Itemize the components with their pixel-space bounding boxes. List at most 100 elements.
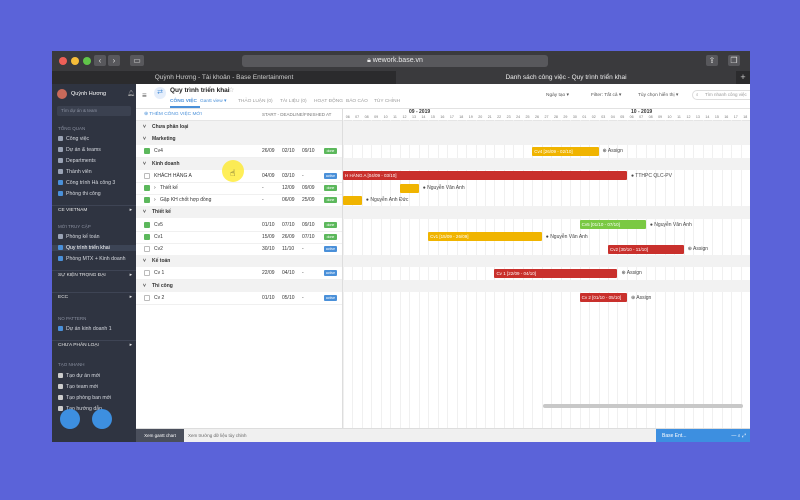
star-icon[interactable]: ☆ [228, 87, 235, 94]
task-name[interactable]: Cv2 [154, 246, 163, 252]
quick-new-team[interactable]: Tạo team mới [58, 384, 98, 390]
gantt-bar[interactable]: H HÀNG A [04/09 - 03/10] [343, 171, 627, 181]
tab-task-list[interactable]: Danh sách công việc - Quy trình triển kh… [396, 71, 736, 84]
collapse-chevron-icon[interactable]: ˅ [143, 282, 146, 289]
task-checkbox[interactable] [144, 185, 150, 191]
collapse-chevron-icon[interactable]: ˅ [143, 209, 146, 216]
gantt-bar[interactable]: Cv 1 [22/09 - 04/10] [494, 268, 618, 278]
avatar[interactable] [57, 89, 67, 99]
task-name[interactable]: Cv5 [154, 221, 163, 228]
quick-new-department[interactable]: Tạo phòng ban mới [58, 395, 111, 401]
tab-tasks[interactable]: CÔNG VIỆC [170, 99, 197, 104]
assign-button[interactable]: ● Nguyễn Anh Đức [366, 197, 409, 203]
expand-chevron-icon[interactable]: › [154, 197, 156, 204]
recent-item-deployment[interactable]: Quy trình triển khai [52, 245, 136, 251]
clipboard-icon[interactable] [92, 409, 112, 429]
sidebar-item-construction[interactable]: Công trình Hà công 3 [58, 180, 115, 186]
sidebar-item-departments[interactable]: Departments [58, 158, 96, 164]
tab-discussions[interactable]: THẢO LUẬN (0) [238, 99, 273, 104]
table-row[interactable]: Cv5 01/10 07/10 09/10 done [136, 219, 342, 232]
task-name[interactable]: Cv 1 [154, 270, 165, 277]
group-row[interactable]: ˅ Marketing [136, 133, 342, 146]
sidebar-item-members[interactable]: Thành viên [58, 169, 92, 175]
back-button[interactable]: ‹ [94, 55, 106, 66]
chat-bubble-icon[interactable] [60, 409, 80, 429]
task-checkbox[interactable] [144, 233, 150, 240]
sidebar-item-tasks[interactable]: Công việc [58, 136, 89, 142]
gantt-bar[interactable] [343, 195, 362, 205]
assign-button[interactable]: ⊕ Assign [688, 246, 708, 252]
sort-dropdown[interactable]: Ngày tạo ▾ [546, 93, 569, 98]
close-window-button[interactable] [59, 57, 67, 65]
task-checkbox[interactable] [144, 221, 150, 228]
sidebar-item-site[interactable]: Phòng thi công [58, 191, 101, 197]
menu-icon[interactable]: ≡ [142, 91, 147, 100]
pattern-item[interactable]: Dự án kinh doanh 1 [58, 326, 112, 332]
table-row[interactable]: KHÁCH HÀNG A 04/09 03/10 - active [136, 170, 342, 183]
gantt-bar[interactable]: Cv5 [01/10 - 07/10] [579, 220, 646, 230]
task-name[interactable]: Cv1 [154, 233, 163, 240]
group-ce-vietnam[interactable]: CE VIETNAM ▸ [52, 205, 136, 215]
task-checkbox[interactable] [144, 172, 150, 179]
footer-tab-gantt[interactable]: Xem gantt chart [136, 429, 184, 442]
recent-item-accounting[interactable]: Phòng kế toán [58, 234, 99, 240]
address-bar[interactable]: 🔒︎ wework.base.vn [242, 55, 548, 67]
task-checkbox[interactable] [144, 197, 150, 204]
tab-documents[interactable]: TÀI LIỆU (0) [280, 99, 307, 104]
filter-dropdown[interactable]: Filter: Tất cả ▾ [591, 93, 622, 98]
view-select[interactable]: Gantt view ▾ [200, 99, 227, 104]
task-name[interactable]: Cv4 [154, 148, 163, 155]
sidebar-search-input[interactable]: Tìm dự án & team [57, 106, 131, 116]
footer-tab-custom-fields[interactable]: Xem trường dữ liệu tùy chỉnh [188, 433, 247, 438]
table-row[interactable]: › Thiết kế - 12/09 09/09 done [136, 182, 342, 195]
group-row[interactable]: ˅ Thi công [136, 279, 342, 292]
add-task-button[interactable]: ⊕ THÊM CÔNG VIỆC MỚI [144, 112, 202, 117]
task-search-input[interactable]: ⌕ Tìm nhanh công việc [692, 90, 750, 100]
group-row[interactable]: ˅ Chưa phân loại [136, 121, 342, 133]
gantt-bar[interactable]: Cv2 [30/10 - 11/10] [608, 244, 684, 254]
assign-button[interactable]: ⊕ Assign [631, 295, 651, 301]
task-name[interactable]: Gặp KH chốt hợp đồng [160, 197, 212, 204]
assign-button[interactable]: ⊕ Assign [603, 148, 623, 154]
group-row[interactable]: ˅ Thiết kế [136, 206, 342, 219]
task-checkbox[interactable] [144, 270, 150, 277]
tab-customize[interactable]: TÙY CHỈNH [374, 99, 401, 104]
bell-icon[interactable]: 🔔︎ [127, 91, 135, 97]
assign-button[interactable]: ● Nguyễn Văn Anh [650, 222, 692, 228]
group-events[interactable]: SỰ KIỆN TRỌNG ĐẠI ▸ [52, 270, 136, 280]
assign-button[interactable]: ● Nguyễn Văn Anh [546, 234, 588, 240]
maximize-window-button[interactable] [83, 57, 91, 65]
horizontal-scrollbar[interactable] [543, 404, 743, 408]
task-name[interactable]: Thiết kế [160, 185, 178, 191]
task-checkbox[interactable] [144, 294, 150, 301]
table-row[interactable]: Cv4 26/09 02/10 09/10 done [136, 145, 342, 159]
gantt-bar[interactable]: Cv 2 [01/10 - 05/10] [579, 293, 627, 303]
group-unclassified[interactable]: CHƯA PHÂN LOẠI ▸ [52, 340, 136, 350]
collapse-chevron-icon[interactable]: ˅ [143, 258, 146, 265]
gantt-bar[interactable]: Cv4 [26/09 - 02/10] [532, 146, 599, 156]
task-checkbox[interactable] [144, 148, 150, 155]
table-row[interactable]: Cv1 15/09 26/09 07/10 done [136, 231, 342, 244]
share-icon[interactable]: ⇪ [706, 55, 718, 66]
task-checkbox[interactable] [144, 246, 150, 252]
gantt-bar[interactable]: Cv1 [15/09 - 26/09] [428, 232, 542, 242]
sidebar-item-projects[interactable]: Dự án & teams [58, 147, 101, 153]
new-tab-button[interactable]: + [740, 72, 746, 82]
group-ecc[interactable]: ECC ▸ [52, 292, 136, 302]
tab-activity[interactable]: HOẠT ĐỘNG [314, 99, 343, 104]
table-row[interactable]: Cv2 30/10 11/10 - active [136, 243, 342, 256]
assign-button[interactable]: ⊕ Assign [621, 270, 641, 276]
task-name[interactable]: KHÁCH HÀNG A [154, 172, 192, 179]
display-options-dropdown[interactable]: Tùy chọn hiển thị ▾ [638, 93, 679, 98]
table-row[interactable]: Cv 1 22/09 04/10 - active [136, 267, 342, 281]
minimize-window-button[interactable] [71, 57, 79, 65]
chat-controls-icon[interactable]: — ⌕ ⤢ [731, 433, 746, 439]
table-row[interactable]: › Gặp KH chốt hợp đồng - 06/09 25/09 don… [136, 194, 342, 208]
table-row[interactable]: Cv 2 01/10 05/10 - active [136, 292, 342, 305]
tabs-icon[interactable]: ❐ [728, 55, 740, 66]
tab-account[interactable]: Quỳnh Hương - Tài khoản - Base Entertain… [154, 74, 294, 81]
task-name[interactable]: Cv 2 [154, 294, 165, 301]
collapse-chevron-icon[interactable]: ˅ [143, 160, 146, 167]
recent-item-sales[interactable]: Phòng MTX + Kinh doanh [58, 256, 126, 262]
expand-chevron-icon[interactable]: › [154, 185, 156, 191]
